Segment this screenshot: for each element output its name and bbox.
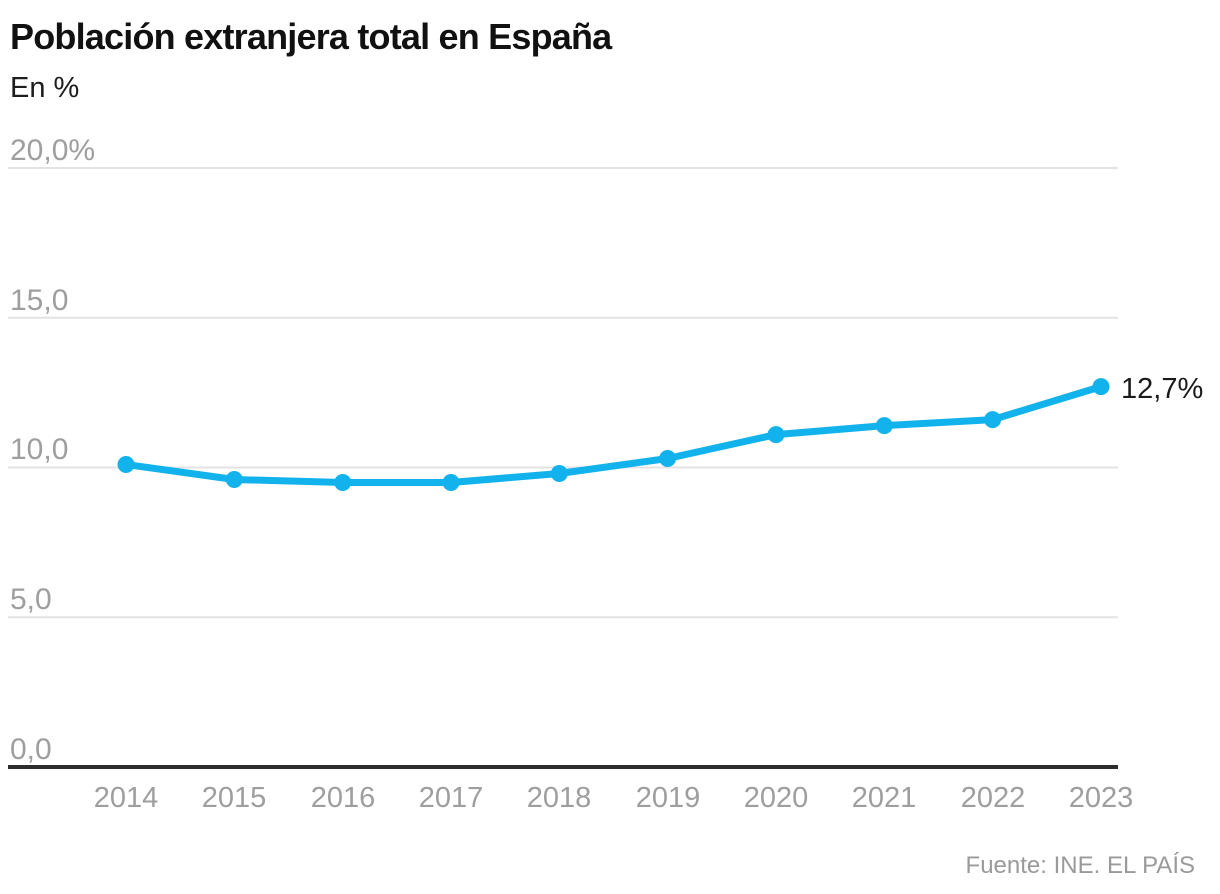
x-tick-label: 2023 <box>1068 782 1134 814</box>
x-tick-label: 2017 <box>418 782 484 814</box>
data-point <box>550 465 568 482</box>
chart-title: Población extranjera total en España <box>10 16 612 57</box>
y-tick-label: 10,0 <box>10 433 69 466</box>
x-tick-label: 2014 <box>93 782 159 814</box>
chart-subtitle: En % <box>10 72 80 104</box>
x-tick-label: 2021 <box>851 782 917 814</box>
data-line <box>122 383 1105 486</box>
data-point <box>1092 378 1110 396</box>
data-point <box>767 426 785 444</box>
x-tick-label: 2022 <box>960 782 1026 814</box>
x-tick-label: 2018 <box>526 782 592 814</box>
x-tick-label: 2020 <box>743 782 809 814</box>
y-tick-label: 15,0 <box>10 284 69 317</box>
data-point <box>442 474 460 491</box>
x-tick-label: 2015 <box>201 782 267 814</box>
data-point <box>659 450 677 467</box>
x-tick-label: 2019 <box>635 782 701 814</box>
data-point <box>225 471 243 488</box>
source-credit: Fuente: INE. EL PAÍS <box>965 852 1195 879</box>
y-tick-label: 20,0% <box>10 134 96 167</box>
last-point-value-label: 12,7% <box>1121 373 1204 405</box>
data-point <box>875 417 893 435</box>
data-point <box>334 474 352 491</box>
y-tick-label: 5,0 <box>10 583 52 616</box>
data-point <box>984 411 1002 429</box>
x-tick-label: 2016 <box>310 782 376 814</box>
data-point <box>117 456 135 473</box>
y-tick-label: 0,0 <box>10 733 52 766</box>
